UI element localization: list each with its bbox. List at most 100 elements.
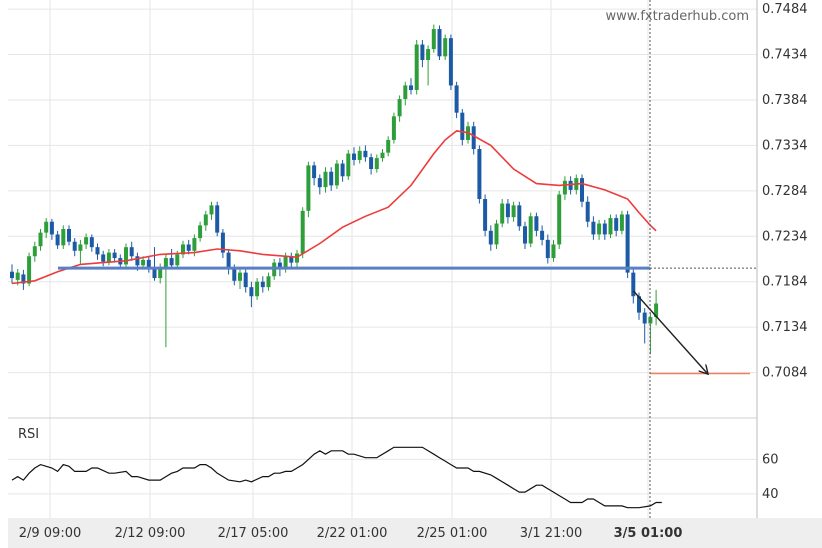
candle-bear: [329, 171, 334, 186]
candle-bull: [380, 152, 385, 159]
candle-bear: [135, 256, 140, 266]
candle-bear: [642, 312, 647, 324]
candle-bear: [602, 223, 607, 235]
candle-bull: [266, 276, 271, 288]
candle-bear: [312, 165, 317, 179]
candle-bear: [340, 163, 345, 177]
candle-bull: [374, 158, 379, 170]
candle-bear: [409, 85, 413, 90]
candle-bear: [352, 153, 356, 160]
candle-bull: [528, 216, 533, 244]
candle-bull: [163, 258, 168, 269]
candle-bull: [557, 194, 562, 245]
candle-bear: [637, 296, 641, 313]
candle-bear: [129, 247, 134, 257]
candle-bull: [192, 238, 197, 251]
candle-bull: [357, 150, 362, 160]
candle-bull: [238, 272, 242, 281]
time-axis-ticks: 2/9 09:00 2/12 09:00 2/17 05:00 2/22 01:00 2…: [19, 526, 683, 541]
candle-bull: [84, 237, 89, 245]
candle-bear: [483, 199, 488, 231]
candle-bear: [152, 268, 157, 279]
watermark: www.fxtraderhub.com: [605, 9, 749, 24]
candle-bear: [10, 271, 14, 279]
candle-bull: [608, 218, 613, 235]
rsi-tick-label: 60: [762, 452, 779, 467]
time-tick-label: 2/17 05:00: [218, 526, 289, 541]
projection-arrow: [632, 290, 707, 374]
candle-bull: [15, 272, 20, 280]
candle-bull: [283, 256, 288, 269]
candle-bear: [545, 239, 550, 259]
candle-bull: [124, 247, 128, 265]
price-tick-label: 0.7134: [762, 320, 808, 335]
candle-bear: [517, 205, 522, 227]
candle-bull: [203, 214, 208, 226]
candle-bull: [209, 205, 214, 215]
candle-bear: [67, 228, 71, 242]
candle-bear: [631, 272, 636, 297]
candle-bear: [49, 221, 54, 235]
rsi-line: [11, 446, 662, 509]
candle-bear: [523, 226, 527, 244]
candle-bull: [175, 254, 180, 266]
candle-bear: [220, 232, 225, 253]
candle-bear: [95, 247, 100, 255]
time-tick-label: 2/22 01:00: [317, 526, 388, 541]
candle-bear: [146, 259, 151, 269]
candle-bear: [568, 180, 573, 190]
price-tick-label: 0.7084: [762, 366, 808, 381]
candle-bull: [443, 38, 448, 57]
candle-bull: [346, 153, 351, 177]
candle-bull: [431, 29, 436, 50]
moving-average-line: [11, 130, 657, 285]
candle-bear: [89, 237, 94, 248]
candle-bear: [277, 262, 282, 269]
candle-bull: [414, 44, 419, 90]
time-tick-label: 2/12 09:00: [115, 526, 186, 541]
candle-bull: [32, 246, 37, 257]
candle-bear: [226, 252, 231, 269]
price-tick-label: 0.7484: [762, 2, 808, 17]
time-tick-label: 3/1 21:00: [520, 526, 583, 541]
candle-bear: [580, 178, 584, 202]
candle-bear: [437, 29, 442, 57]
candle-bull: [397, 99, 402, 117]
candle-bear: [317, 178, 322, 188]
candle-bear: [591, 221, 596, 235]
candle-bull: [619, 214, 624, 231]
candle-bear: [215, 205, 220, 233]
candle-bull: [78, 244, 83, 251]
candle-bear: [101, 254, 106, 262]
price-tick-label: 0.7434: [762, 48, 808, 63]
candle-bull: [500, 203, 505, 224]
candle-bear: [369, 157, 374, 170]
candle-bear: [454, 85, 459, 113]
candle-bull: [295, 253, 299, 263]
rsi-gridlines: [8, 458, 757, 495]
price-tick-label: 0.7334: [762, 138, 808, 153]
time-tick-label: 2/25 01:00: [417, 526, 488, 541]
candle-bull: [300, 210, 305, 254]
candle-bear: [249, 287, 254, 297]
candle-bull: [391, 116, 396, 140]
candle-bear: [585, 201, 590, 222]
candle-bear: [614, 218, 619, 231]
candle-bull: [106, 252, 111, 262]
candle-bear: [540, 230, 545, 240]
candlesticks: [10, 24, 659, 355]
candle-bull: [597, 223, 602, 235]
candle-bear: [169, 258, 174, 266]
price-tick-label: 0.7184: [762, 275, 808, 290]
candle-bull: [198, 225, 203, 239]
candle-bull: [181, 244, 185, 255]
candle-bull: [386, 139, 391, 153]
candle-bear: [363, 150, 368, 158]
candle-bear: [243, 272, 248, 288]
time-tick-label: 2/9 09:00: [19, 526, 82, 541]
candle-bull: [323, 171, 328, 188]
rsi-tick-label: 40: [762, 487, 779, 502]
candle-bull: [494, 223, 499, 245]
candle-bear: [72, 241, 77, 251]
